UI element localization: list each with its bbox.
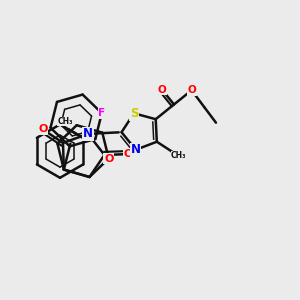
Text: N: N (83, 128, 93, 140)
Text: O: O (38, 124, 48, 134)
Text: CH₃: CH₃ (171, 152, 186, 160)
Text: S: S (130, 107, 138, 120)
Text: O: O (187, 85, 196, 95)
Text: O: O (158, 85, 166, 94)
Text: N: N (131, 143, 141, 156)
Text: F: F (98, 108, 105, 118)
Text: O: O (104, 154, 113, 164)
Text: O: O (124, 149, 133, 159)
Text: CH₃: CH₃ (57, 117, 73, 126)
